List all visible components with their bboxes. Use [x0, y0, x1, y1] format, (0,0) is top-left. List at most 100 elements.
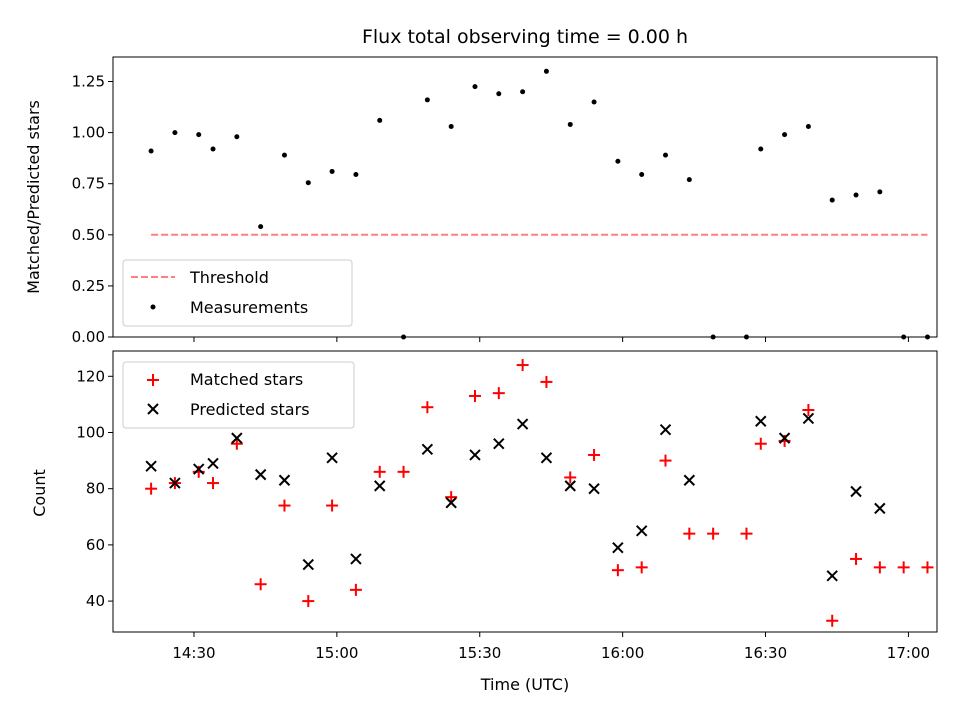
predicted-stars-point: [802, 412, 815, 425]
ratio-y-tick-label: 0.25: [72, 277, 105, 295]
count-y-axis-label: Count: [30, 469, 49, 517]
matched-stars-point: [564, 471, 577, 484]
count-y-tick-label: 80: [86, 480, 105, 498]
matched-stars-point: [754, 437, 767, 450]
time-x-tick-label: 16:30: [744, 644, 787, 662]
predicted-stars-point: [493, 438, 505, 450]
predicted-stars-point: [612, 541, 624, 554]
matched-stars-point: [302, 595, 315, 608]
predicted-stars-point: [350, 553, 362, 565]
ratio-y-tick-label: 0.75: [72, 175, 105, 193]
matched-stars-legend-label: Matched stars: [190, 370, 303, 389]
measurement-point: [305, 180, 311, 186]
measurement-point: [639, 172, 645, 178]
matched-stars-point: [873, 561, 886, 574]
predicted-stars-point: [826, 570, 838, 582]
matched-stars-point: [850, 552, 863, 565]
matched-stars-point: [921, 561, 934, 574]
predicted-stars-point: [635, 525, 648, 537]
count-y-tick-label: 40: [86, 592, 105, 610]
predicted-stars-point: [659, 423, 672, 436]
matched-stars-point: [349, 583, 362, 596]
measurement-point: [258, 224, 264, 230]
predicted-stars-point: [193, 463, 205, 475]
measurement-point: [172, 130, 178, 136]
matched-stars-point: [230, 437, 243, 450]
time-x-tick-label: 14:30: [172, 644, 215, 662]
count-legend-box: [122, 361, 355, 429]
time-x-tick-label: 17:00: [887, 644, 930, 662]
measurement-point: [567, 121, 573, 127]
matched-stars-point: [897, 561, 910, 574]
measurement-point: [281, 152, 287, 158]
matched-stars-point: [635, 561, 648, 574]
predicted-stars-point: [302, 558, 314, 571]
count-legend: Matched stars Predicted stars: [122, 361, 355, 429]
matched-stars-point: [659, 454, 672, 467]
matched-stars-point: [254, 578, 267, 591]
predicted-stars-point: [254, 468, 267, 481]
predicted-stars-point: [145, 460, 157, 472]
ratio-axes-frame: [112, 56, 938, 338]
measurement-point: [329, 168, 335, 174]
matched-stars-point: [397, 465, 410, 478]
measurements-legend-swatch: [150, 304, 156, 310]
predicted-stars-point: [278, 474, 291, 486]
matched-stars-point: [683, 527, 696, 540]
ratio-y-axis-label: Matched/Predicted stars: [24, 100, 43, 294]
measurement-point: [543, 68, 549, 74]
matched-stars-point: [611, 564, 624, 577]
ratio-legend-box: [122, 259, 353, 327]
predicted-stars-point: [564, 480, 576, 492]
matched-stars-point: [588, 448, 601, 461]
measurement-point: [829, 197, 835, 203]
measurement-point: [686, 177, 692, 183]
measurement-point: [472, 84, 478, 90]
measurement-points: [148, 68, 930, 340]
count-panel: Count Time (UTC) 40 60 80 100 120 14:30 15:00 1…: [30, 350, 938, 694]
ratio-ticks: 0.00 0.25 0.50 0.75 1.00 1.25: [72, 73, 909, 346]
matched-stars-point: [707, 527, 720, 540]
predicted-stars-point: [231, 432, 243, 444]
matched-stars-point: [540, 375, 553, 388]
measurement-point: [758, 146, 764, 152]
predicted-stars-legend-swatch: [147, 403, 159, 415]
chart-title: Flux total observing time = 0.00 h: [362, 26, 688, 48]
time-x-tick-label: 16:00: [601, 644, 644, 662]
ratio-y-tick-label: 1.00: [72, 124, 105, 142]
time-x-axis-label: Time (UTC): [480, 675, 569, 694]
time-x-tick-label: 15:00: [315, 644, 358, 662]
matched-stars-point: [421, 401, 434, 414]
predicted-stars-legend-label: Predicted stars: [190, 400, 310, 419]
count-y-tick-label: 100: [76, 423, 105, 441]
matched-stars-point: [802, 404, 815, 417]
measurement-point: [424, 97, 430, 103]
predicted-stars-point: [850, 485, 862, 498]
matched-stars-point: [468, 389, 481, 402]
measurement-point: [377, 117, 383, 123]
ratio-legend: Threshold Measurements: [122, 259, 353, 327]
measurement-point: [520, 89, 526, 95]
matched-stars-point: [145, 482, 158, 495]
count-y-tick-label: 60: [86, 536, 105, 554]
measurement-point: [234, 134, 240, 140]
measurements-legend-label: Measurements: [190, 298, 308, 317]
matched-stars-point: [516, 359, 529, 372]
predicted-stars-point: [374, 480, 386, 492]
measurement-point: [877, 189, 883, 195]
matched-stars-point: [492, 387, 505, 400]
measurement-point: [805, 123, 811, 129]
predicted-stars-point: [755, 415, 767, 427]
matched-stars-point: [373, 465, 386, 478]
measurement-point: [210, 146, 216, 152]
time-x-tick-label: 15:30: [458, 644, 501, 662]
matched-stars-point: [207, 477, 220, 490]
predicted-stars-point: [445, 497, 457, 509]
measurement-point: [782, 132, 788, 138]
threshold-legend-label: Threshold: [189, 268, 269, 287]
measurement-point: [148, 148, 154, 154]
predicted-stars-point: [207, 457, 219, 470]
measurement-point: [663, 152, 669, 158]
measurement-point: [353, 172, 359, 178]
